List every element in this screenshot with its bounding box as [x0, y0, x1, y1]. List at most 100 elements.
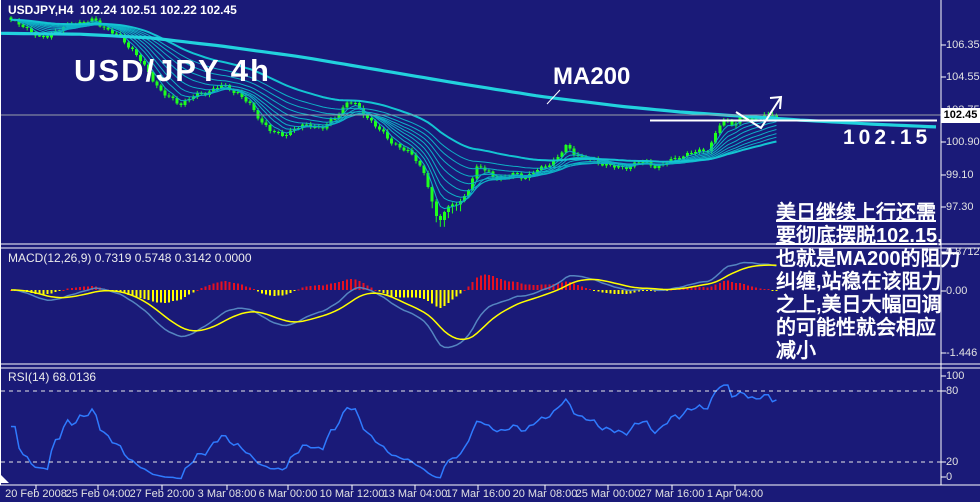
candle-body — [357, 102, 361, 108]
macd-histogram-bar — [216, 282, 219, 290]
macd-histogram-bar — [771, 290, 774, 291]
candle-body — [390, 138, 394, 144]
ema-line — [11, 19, 777, 177]
macd-histogram-bar — [236, 283, 239, 290]
macd-histogram-bar — [321, 285, 324, 290]
macd-histogram-bar — [585, 287, 588, 290]
annotation-line: 也就是MA200的阻力 — [776, 248, 961, 270]
macd-histogram-bar — [342, 280, 345, 290]
macd-histogram-bar — [625, 290, 628, 295]
candle-body — [41, 35, 45, 37]
candle-body — [252, 103, 256, 110]
candle-body — [434, 201, 438, 216]
macd-histogram-bar — [78, 286, 81, 290]
candle-body — [426, 172, 430, 187]
macd-histogram-bar — [50, 290, 53, 294]
macd-histogram-bar — [568, 281, 571, 290]
candle-body — [337, 115, 341, 119]
macd-histogram-bar — [338, 282, 341, 290]
macd-histogram-bar — [269, 290, 272, 296]
macd-histogram-bar — [394, 290, 397, 297]
macd-histogram-bar — [601, 290, 604, 293]
macd-histogram-bar — [354, 279, 357, 290]
macd-histogram-bar — [281, 290, 284, 296]
candle-body — [131, 47, 134, 50]
candle-body — [556, 156, 560, 161]
candle-body — [702, 149, 706, 152]
candle-body — [236, 92, 240, 94]
candle-body — [560, 152, 564, 157]
ma200-line — [1, 31, 937, 129]
candle-body — [374, 120, 377, 127]
macd-histogram-bar — [208, 285, 211, 290]
candle-body — [612, 165, 616, 168]
macd-histogram-bar — [350, 279, 353, 290]
breakout-arrow-head — [769, 95, 783, 110]
candle-body — [106, 27, 110, 30]
candle-body — [710, 142, 714, 152]
ema-line — [11, 19, 777, 169]
macd-histogram-bar — [374, 289, 377, 291]
candle-body — [608, 163, 612, 166]
rsi-pane[interactable] — [10, 384, 777, 480]
macd-histogram-bar — [220, 281, 223, 290]
macd-histogram-bar — [415, 290, 417, 298]
macd-histogram-bar — [641, 290, 644, 292]
macd-histogram-bar — [131, 290, 134, 296]
macd-histogram-bar — [257, 290, 260, 292]
macd-histogram-bar — [451, 290, 454, 300]
annotation-line: 之上,美日大幅回调 — [776, 294, 942, 316]
candle-body — [220, 84, 224, 89]
candle-body — [280, 131, 284, 136]
candle-body — [414, 154, 418, 162]
price-pane[interactable] — [0, 16, 937, 227]
macd-histogram-bar — [435, 290, 438, 307]
candle-body — [147, 64, 151, 73]
candle-body — [199, 93, 203, 95]
macd-histogram-bar — [406, 290, 409, 298]
macd-histogram-bar — [240, 284, 243, 290]
macd-histogram-bar — [633, 290, 636, 293]
macd-histogram-bar — [617, 290, 620, 294]
candle-body — [596, 158, 600, 163]
candle-body — [268, 125, 272, 132]
macd-histogram-bar — [508, 281, 511, 290]
candle-body — [159, 85, 163, 91]
candle-body — [770, 114, 774, 118]
time-axis-label: 17 Mar 16:00 — [445, 488, 511, 500]
macd-histogram-bar — [224, 281, 227, 290]
symbol-ohlc-header: USDJPY,H4 102.24 102.51 102.22 102.45 — [8, 3, 237, 17]
breakout-arrow — [735, 96, 782, 130]
candle-body — [410, 150, 414, 155]
macd-histogram-bar — [532, 284, 535, 290]
candle-body — [641, 161, 645, 163]
candle-body — [718, 125, 722, 134]
macd-histogram-bar — [751, 286, 754, 290]
macd-histogram-bar — [293, 290, 296, 292]
macd-histogram-bar — [244, 286, 247, 290]
macd-histogram-bar — [66, 288, 69, 290]
macd-histogram-bar — [34, 290, 37, 294]
candle-body — [531, 173, 535, 175]
candle-body — [544, 166, 548, 168]
macd-histogram-bar — [491, 276, 494, 290]
candle-body — [714, 133, 718, 143]
candle-body — [333, 118, 337, 120]
macd-histogram-bar — [167, 290, 170, 303]
macd-histogram-bar — [690, 287, 693, 290]
candle-body — [143, 61, 147, 65]
time-axis-label: 27 Feb 20:00 — [129, 488, 195, 500]
macd-histogram-bar — [180, 290, 183, 300]
candle-body — [475, 166, 479, 179]
macd-pane[interactable] — [10, 261, 778, 349]
candle-body — [122, 35, 126, 43]
macd-histogram-bar — [147, 290, 150, 301]
macd-histogram-bar — [305, 286, 308, 290]
pane-divider[interactable] — [0, 362, 980, 370]
macd-histogram-bar — [605, 290, 608, 294]
macd-histogram-bar — [747, 285, 750, 290]
macd-histogram-bar — [694, 287, 697, 290]
time-axis-label: 6 Mar 00:00 — [258, 488, 318, 500]
macd-histogram-bar — [228, 281, 231, 290]
